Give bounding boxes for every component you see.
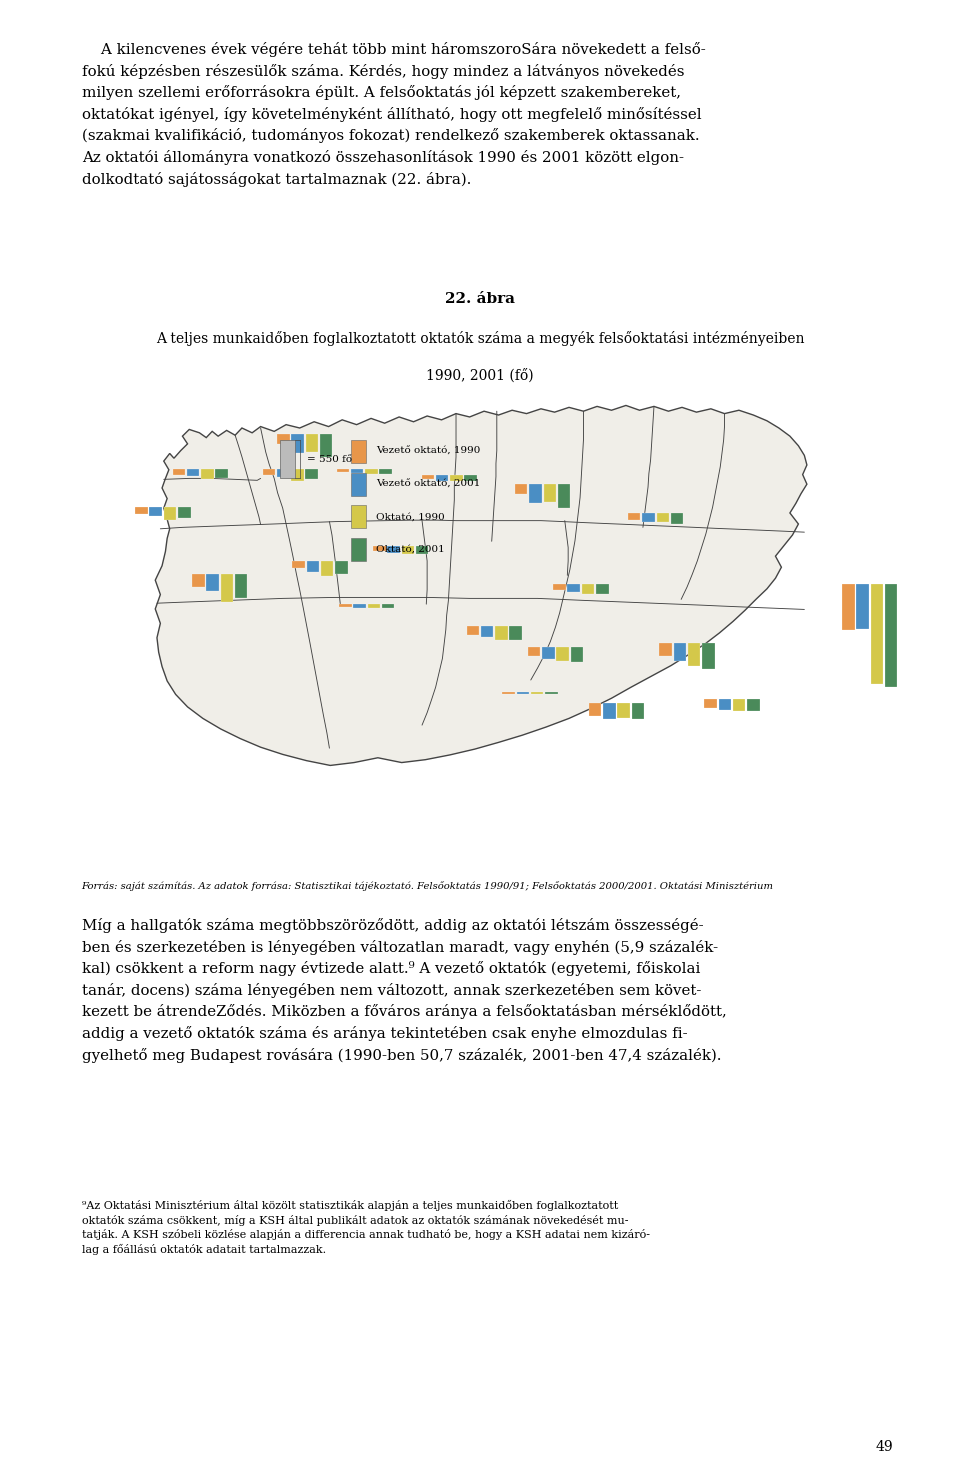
Bar [350,506,366,528]
Bar [642,513,655,522]
Bar [510,627,522,640]
Bar [350,472,366,496]
Text: ⁹Az Oktatási Minisztérium által közölt statisztikák alapján a teljes munkaidőben: ⁹Az Oktatási Minisztérium által közölt s… [82,1201,650,1255]
Bar [588,704,601,715]
Text: Vezető oktató, 2001: Vezető oktató, 2001 [376,479,481,488]
Bar [305,469,318,479]
Bar [178,507,190,518]
Bar [350,538,366,560]
Bar [206,574,219,591]
Bar [368,605,380,608]
Bar [401,546,414,555]
Bar [280,440,296,478]
Bar [603,704,615,718]
Bar [235,574,248,597]
Bar [467,627,479,634]
Bar [450,475,463,481]
Bar [192,574,204,587]
Text: Míg a hallgatók száma megtöbbszöröződött, addig az oktatói létszám összességé-
b: Míg a hallgatók száma megtöbbszöröződött… [82,917,727,1062]
Bar [570,648,583,662]
Bar [276,469,289,478]
Bar [382,605,395,608]
Bar [596,584,609,593]
Bar [628,513,640,521]
Bar [320,434,332,457]
Bar [421,475,434,479]
Bar [553,584,565,590]
Bar [305,434,318,453]
Bar [495,627,508,640]
Bar [719,699,732,709]
Bar [657,513,669,522]
Bar [733,699,746,711]
Bar [545,692,558,695]
Bar [531,692,543,695]
Bar [617,704,630,718]
Text: 1990, 2001 (fő): 1990, 2001 (fő) [426,369,534,382]
Bar [871,584,883,684]
Bar [556,648,568,661]
Bar [353,605,366,608]
Text: A kilencvenes évek végére tehát több mint háromszoroSára növekedett a felső-
fok: A kilencvenes évek végére tehát több min… [82,41,706,187]
Bar [542,648,555,659]
Bar [671,513,684,524]
Bar [388,546,400,553]
Bar [660,643,672,656]
Bar [465,475,477,481]
Bar [150,507,162,516]
Bar [135,507,148,513]
Text: A teljes munkaidőben foglalkoztatott oktatók száma a megyék felsőoktatási intézm: A teljes munkaidőben foglalkoztatott okt… [156,330,804,347]
Bar [747,699,759,711]
Bar [481,627,493,637]
Bar [516,692,529,695]
Bar [582,584,594,593]
Bar [702,643,715,670]
Bar [529,484,541,503]
Bar [321,560,333,575]
Text: Forrás: saját számítás. Az adatok forrása: Statisztikai tájékoztató. Felsőoktatá: Forrás: saját számítás. Az adatok forrás… [82,881,774,891]
Bar [705,699,717,708]
Bar [558,484,570,509]
Bar [337,469,349,472]
Bar [567,584,580,593]
Bar [292,434,304,453]
Bar [365,469,377,473]
Bar [306,560,319,571]
Bar [674,643,686,661]
Text: Oktató, 1990: Oktató, 1990 [376,512,444,521]
Bar [885,584,898,687]
Bar [416,546,428,555]
Bar [187,469,200,476]
Bar [164,507,177,519]
Bar [688,643,701,665]
Bar [373,546,386,550]
Bar [291,469,303,481]
Text: = 550 fő: = 550 fő [307,454,352,463]
Text: 22. ábra: 22. ábra [445,292,515,305]
Text: Vezető oktató, 1990: Vezető oktató, 1990 [376,447,481,456]
Text: 49: 49 [876,1440,893,1454]
Bar [842,584,854,630]
Bar [436,475,448,481]
Bar [632,704,644,718]
Bar [293,560,305,568]
Bar [339,605,351,608]
Bar [221,574,233,602]
Bar [173,469,185,475]
Bar [350,469,363,473]
Bar [277,434,290,444]
Polygon shape [156,406,807,766]
Bar [379,469,392,473]
Bar [528,648,540,656]
Bar [335,560,348,574]
Bar [202,469,214,479]
Text: Oktató, 2001: Oktató, 2001 [376,544,444,555]
Bar [350,440,366,463]
Bar [515,484,527,494]
Bar [263,469,276,475]
Bar [502,692,515,695]
Bar [543,484,556,502]
Bar [215,469,228,478]
Bar [856,584,869,630]
